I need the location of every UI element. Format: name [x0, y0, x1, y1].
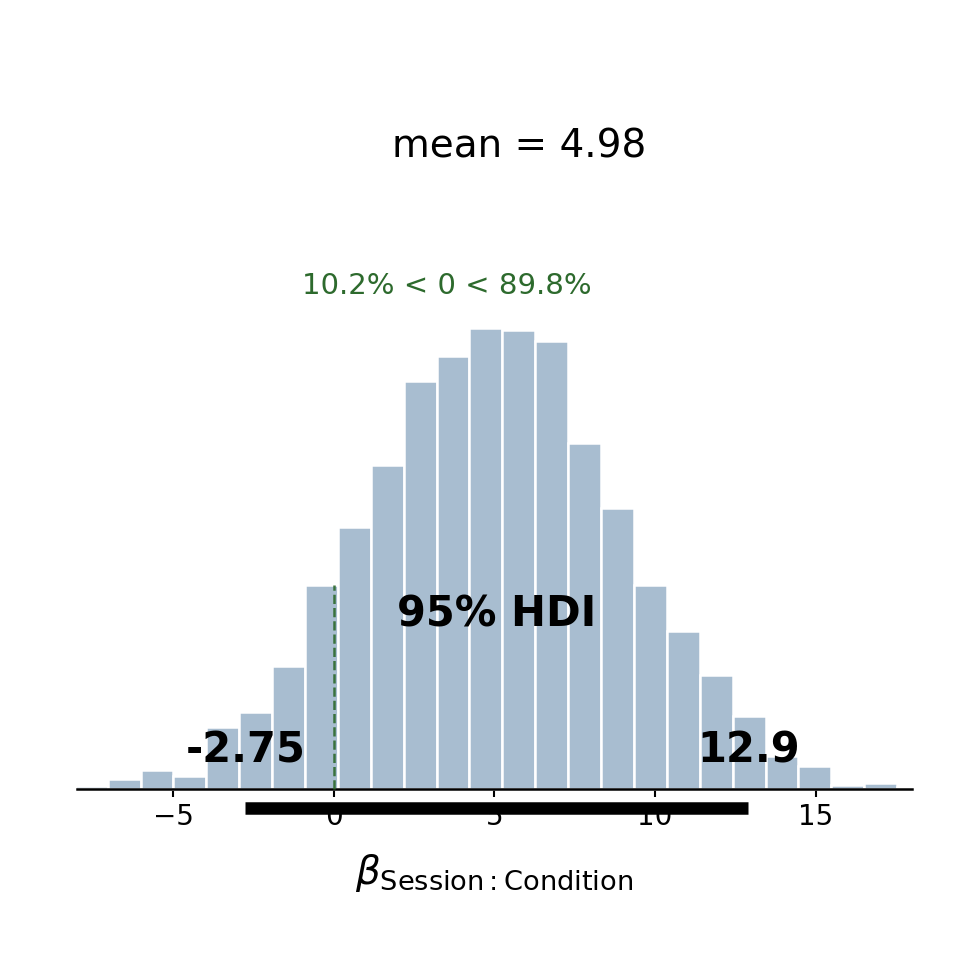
Text: -2.75: -2.75 — [185, 729, 305, 771]
Bar — [206, 727, 239, 789]
Bar — [371, 466, 404, 789]
Bar — [272, 666, 305, 789]
Bar — [667, 631, 700, 789]
Bar — [239, 712, 272, 789]
Bar — [799, 765, 831, 789]
Bar — [831, 785, 864, 789]
Bar — [732, 716, 765, 789]
Bar — [765, 756, 799, 789]
Text: mean = 4.98: mean = 4.98 — [393, 128, 647, 166]
Bar — [108, 780, 140, 789]
Bar — [864, 782, 897, 789]
Bar — [536, 341, 568, 789]
Bar — [140, 770, 174, 789]
Bar — [437, 356, 469, 789]
Text: 10.2% < 0 < 89.8%: 10.2% < 0 < 89.8% — [301, 273, 591, 300]
Bar — [897, 787, 930, 789]
Bar — [404, 381, 437, 789]
Bar — [75, 786, 108, 789]
Bar — [338, 527, 371, 789]
Bar — [700, 676, 732, 789]
X-axis label: $\beta_{\mathregular{Session:Condition}}$: $\beta_{\mathregular{Session:Condition}}… — [355, 852, 634, 894]
Bar — [174, 776, 206, 789]
Bar — [305, 586, 338, 789]
Bar — [502, 329, 536, 789]
Bar — [568, 443, 601, 789]
Text: 12.9: 12.9 — [697, 729, 800, 771]
Bar — [634, 586, 667, 789]
Bar — [469, 328, 502, 789]
Bar — [601, 508, 634, 789]
Text: 95% HDI: 95% HDI — [397, 593, 596, 636]
